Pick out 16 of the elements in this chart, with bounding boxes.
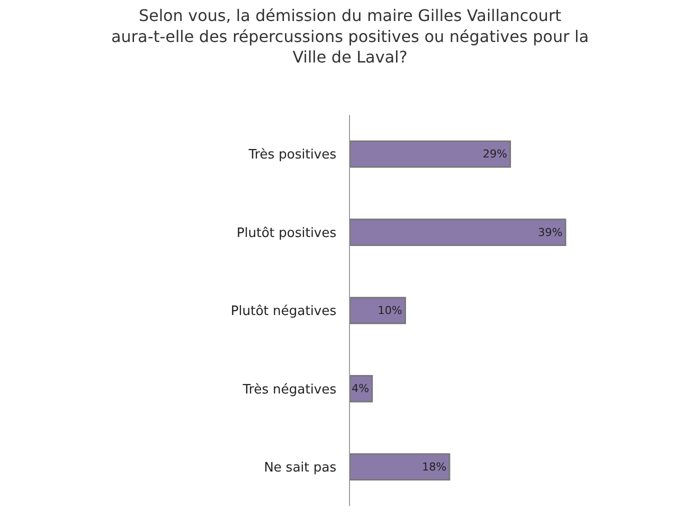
chart-title: Selon vous, la démission du maire Gilles Vaillancourt aura-t-elle des répercussions positives ou négatives pour la Ville de Laval? xyxy=(111,6,589,67)
bar xyxy=(350,218,566,246)
data-label: 4% xyxy=(352,382,370,396)
y-tick-label: Ne sait pas xyxy=(264,460,337,476)
data-label: 29% xyxy=(482,148,508,161)
data-label: 39% xyxy=(538,226,562,239)
y-tick-label: Plutôt positives xyxy=(236,226,337,241)
y-tick-label: Très positives xyxy=(248,148,337,163)
y-tick-label: Plutôt négatives xyxy=(230,304,337,320)
data-label: 10% xyxy=(378,304,402,317)
bar xyxy=(350,140,511,168)
data-label: 18% xyxy=(422,460,446,474)
y-tick-label: Très négatives xyxy=(242,382,337,398)
bar xyxy=(350,375,373,402)
bar xyxy=(350,296,406,324)
bar xyxy=(350,453,450,481)
